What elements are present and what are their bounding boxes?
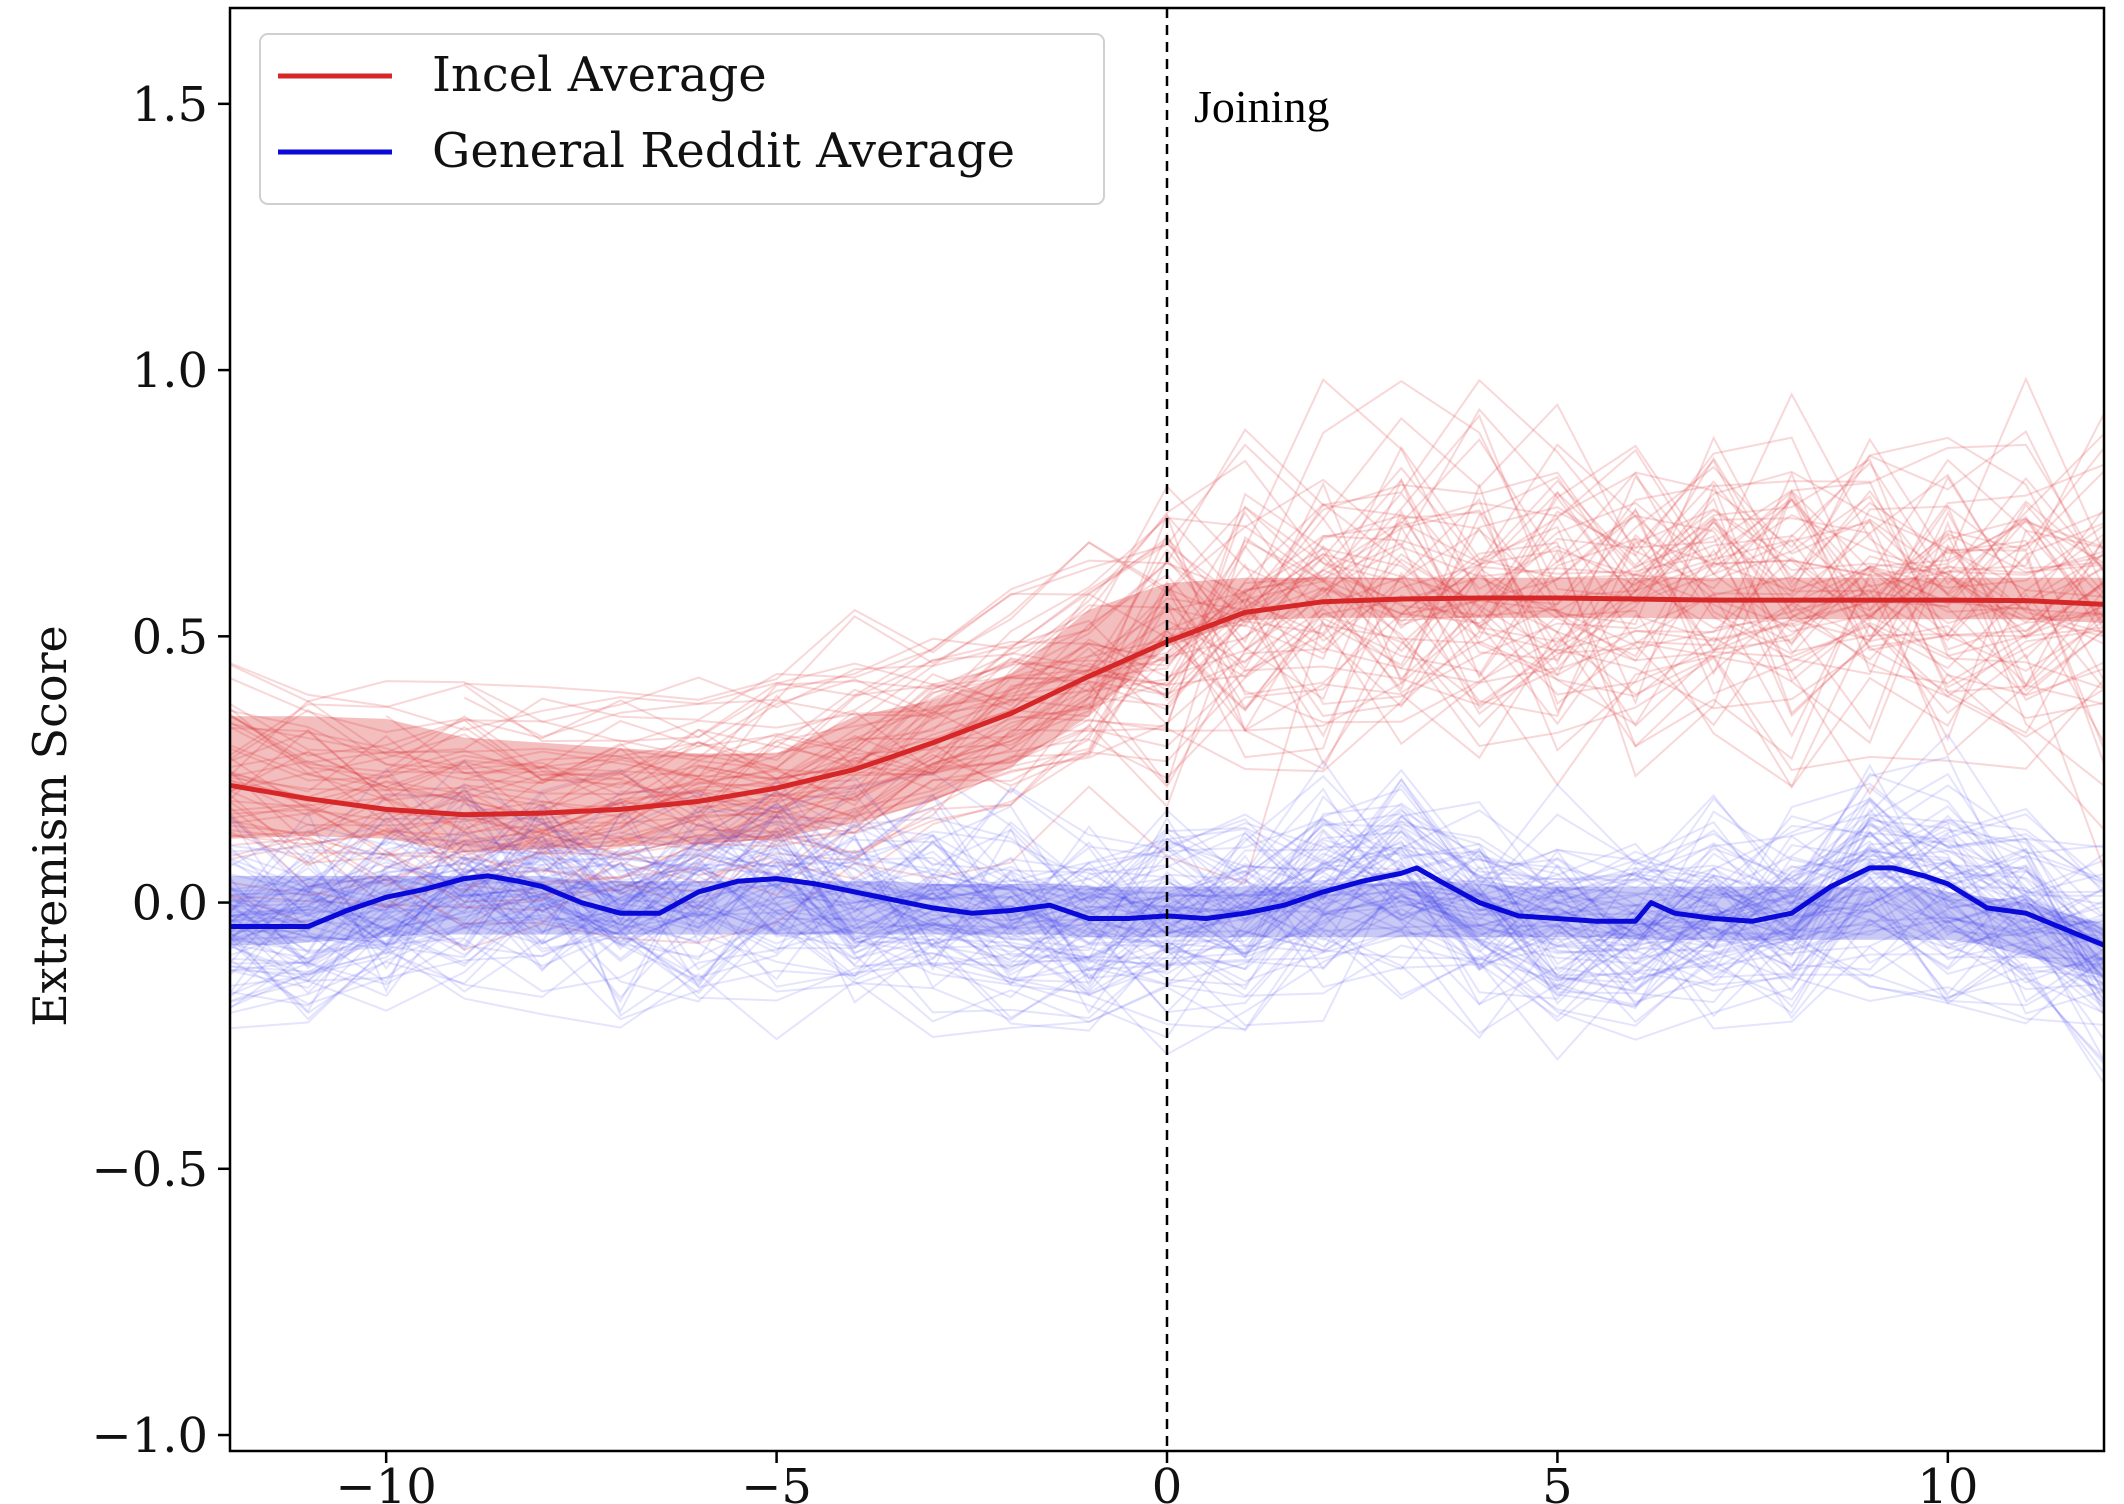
reddit-trace	[230, 772, 2104, 979]
incel-trace	[230, 470, 2104, 782]
x-axis-ticks: −10 −5 0 5 10	[336, 1451, 1978, 1504]
reddit-trace	[230, 854, 2104, 995]
incel-trace	[230, 518, 2104, 849]
incel-trace	[385, 548, 2104, 909]
reddit-trace	[230, 806, 2104, 949]
y-tick-label: −1.0	[91, 1408, 208, 1464]
x-tick-label: −5	[741, 1459, 812, 1504]
reddit-trace	[230, 784, 2104, 988]
reddit-trace	[230, 830, 2104, 1009]
reddit-trace	[230, 841, 2104, 1065]
incel-trace	[230, 480, 2104, 799]
y-tick-label: 1.0	[132, 343, 208, 399]
reddit-trace	[230, 784, 2104, 917]
y-tick-label: 1.5	[132, 77, 208, 133]
reddit-trace	[230, 874, 2104, 1061]
incel-trace	[463, 378, 2104, 738]
incel-trace	[307, 484, 2104, 854]
reddit-trace	[230, 832, 2104, 1014]
confidence-bands	[230, 577, 2104, 978]
reddit-trace	[230, 872, 2104, 1075]
incel-trace	[230, 413, 2104, 778]
reddit-trace	[230, 807, 2104, 970]
incel-trace	[464, 470, 2104, 781]
incel-trace	[619, 515, 2104, 835]
reddit-trace	[230, 930, 2104, 1084]
x-tick-label: −10	[336, 1459, 437, 1504]
y-tick-label: 0.5	[132, 609, 208, 665]
incel-trace	[385, 445, 2104, 775]
incel-trace	[542, 506, 2104, 842]
incel-trace	[230, 555, 2104, 869]
legend: Incel Average General Reddit Average	[259, 33, 1105, 205]
reddit-trace	[230, 812, 2104, 976]
legend-label-incel: Incel Average	[432, 47, 767, 103]
reddit-trace	[230, 787, 2104, 983]
y-axis-ticks: −1.0 −0.5 0.0 0.5 1.0 1.5	[91, 77, 230, 1464]
incel-trace	[541, 512, 2104, 874]
incel-trace	[230, 537, 2104, 867]
reddit-trace	[230, 846, 2104, 972]
reddit-trace	[230, 894, 2104, 1031]
incel-trace	[230, 529, 2104, 828]
incel-trace	[230, 413, 2104, 782]
reddit-trace	[230, 817, 2104, 985]
reddit-trace	[230, 814, 2104, 1013]
incel-confidence-band	[230, 577, 2104, 852]
reddit-confidence-band	[230, 873, 2104, 978]
incel-trace	[230, 473, 2104, 824]
legend-label-reddit: General Reddit Average	[432, 123, 1015, 179]
incel-trace	[385, 535, 2104, 846]
incel-trace	[464, 603, 2104, 896]
incel-trace	[619, 478, 2104, 829]
reddit-trace	[230, 858, 2104, 1006]
y-tick-label: 0.0	[132, 876, 208, 932]
reddit-trace	[230, 821, 2104, 1004]
incel-trace	[230, 509, 2104, 801]
incel-trace	[230, 500, 2104, 808]
reddit-trace	[230, 828, 2104, 953]
incel-trace	[230, 461, 2104, 777]
incel-trace	[307, 507, 2104, 910]
reddit-trace	[230, 823, 2104, 1015]
incel-trace	[230, 616, 2104, 951]
reddit-trace	[230, 842, 2104, 993]
incel-trace	[463, 580, 2104, 893]
x-tick-label: 0	[1152, 1459, 1183, 1504]
reddit-trace	[230, 804, 2104, 991]
y-tick-label: −0.5	[91, 1142, 208, 1198]
incel-trace	[230, 526, 2104, 862]
x-tick-label: 10	[1917, 1459, 1978, 1504]
joining-annotation: Joining	[1194, 81, 1329, 132]
incel-trace	[464, 376, 2104, 701]
incel-trace	[230, 456, 2104, 781]
reddit-trace	[230, 878, 2104, 1004]
y-axis-title: Extremism Score	[23, 625, 77, 1027]
reddit-average-line	[230, 865, 2104, 948]
reddit-trace	[230, 834, 2104, 991]
reddit-trace	[230, 776, 2104, 964]
incel-trace	[230, 517, 2104, 819]
reddit-trace	[230, 843, 2104, 1015]
incel-trace	[230, 447, 2104, 755]
incel-trace	[230, 491, 2104, 888]
incel-trace	[385, 458, 2104, 780]
incel-trace	[230, 380, 2104, 754]
legend-box	[259, 33, 1105, 205]
x-tick-label: 5	[1542, 1459, 1573, 1504]
